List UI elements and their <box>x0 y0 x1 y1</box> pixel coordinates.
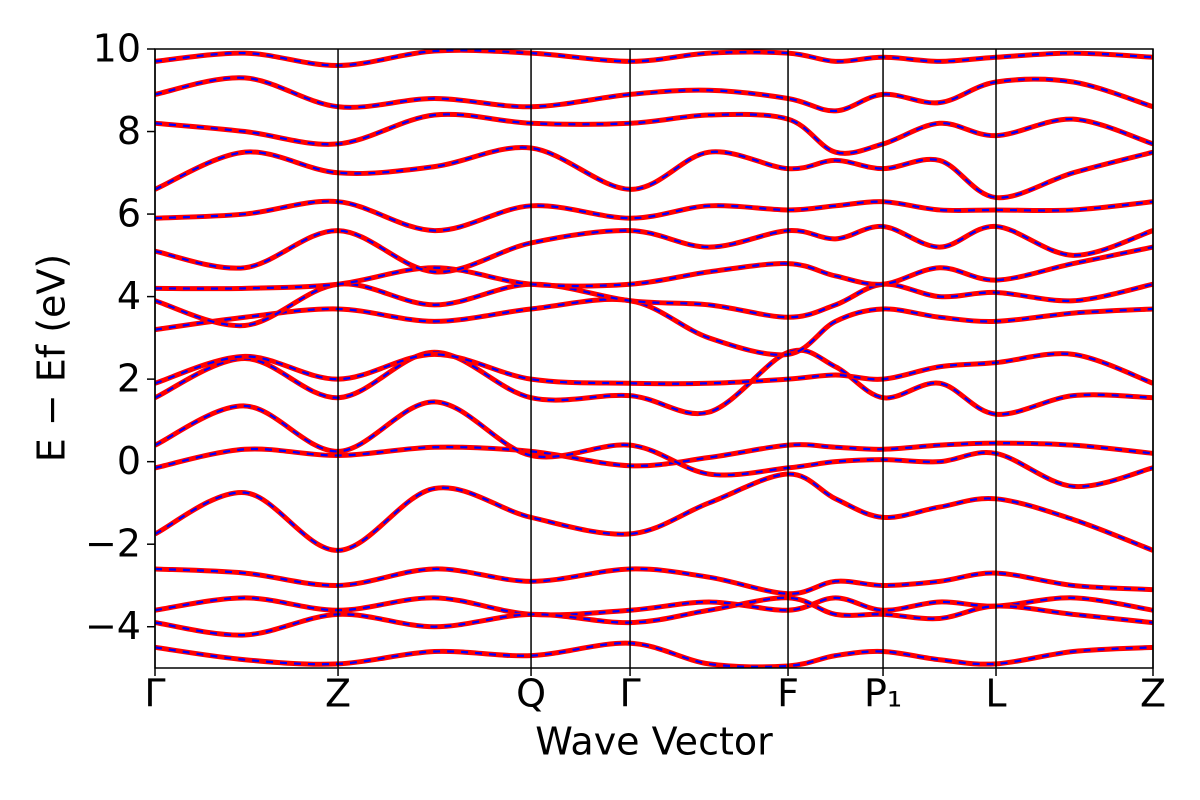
y-tick-label: 10 <box>93 27 141 71</box>
y-tick-label: 0 <box>117 439 141 483</box>
band-line-overlay <box>155 400 1153 488</box>
x-tick-label: Z <box>1140 672 1166 716</box>
band-line-overlay <box>155 76 1153 113</box>
x-tick-label: L <box>985 672 1006 716</box>
band-line-overlay <box>155 352 1153 385</box>
band-line <box>155 471 1153 553</box>
y-axis-label: E − Ef (eV) <box>30 254 74 463</box>
x-tick-label: Γ <box>144 672 165 716</box>
y-tick-label: 6 <box>117 192 141 236</box>
band-line <box>155 49 1153 69</box>
band-line-overlay <box>155 472 1153 552</box>
y-tick-label: 4 <box>117 274 141 318</box>
x-tick-label: P₁ <box>864 672 902 716</box>
y-tick-label: 8 <box>117 109 141 153</box>
band-line-overlay <box>155 146 1153 199</box>
x-tick-label: Q <box>516 672 546 716</box>
y-tick-label: −4 <box>85 604 141 648</box>
x-axis-label: Wave Vector <box>535 720 773 764</box>
x-tick-label: Γ <box>619 672 640 716</box>
band-line <box>155 296 1153 358</box>
y-tick-label: −2 <box>85 522 141 566</box>
x-tick-label: Z <box>325 672 351 716</box>
band-line-overlay <box>155 113 1153 155</box>
plot-area <box>155 49 1153 668</box>
band-line <box>155 145 1153 201</box>
x-tick-label: F <box>777 672 799 716</box>
band-line <box>155 75 1153 114</box>
band-line <box>155 244 1153 292</box>
y-tick-label: 2 <box>117 357 141 401</box>
band-line-overlay <box>155 225 1153 273</box>
band-line <box>155 351 1153 387</box>
